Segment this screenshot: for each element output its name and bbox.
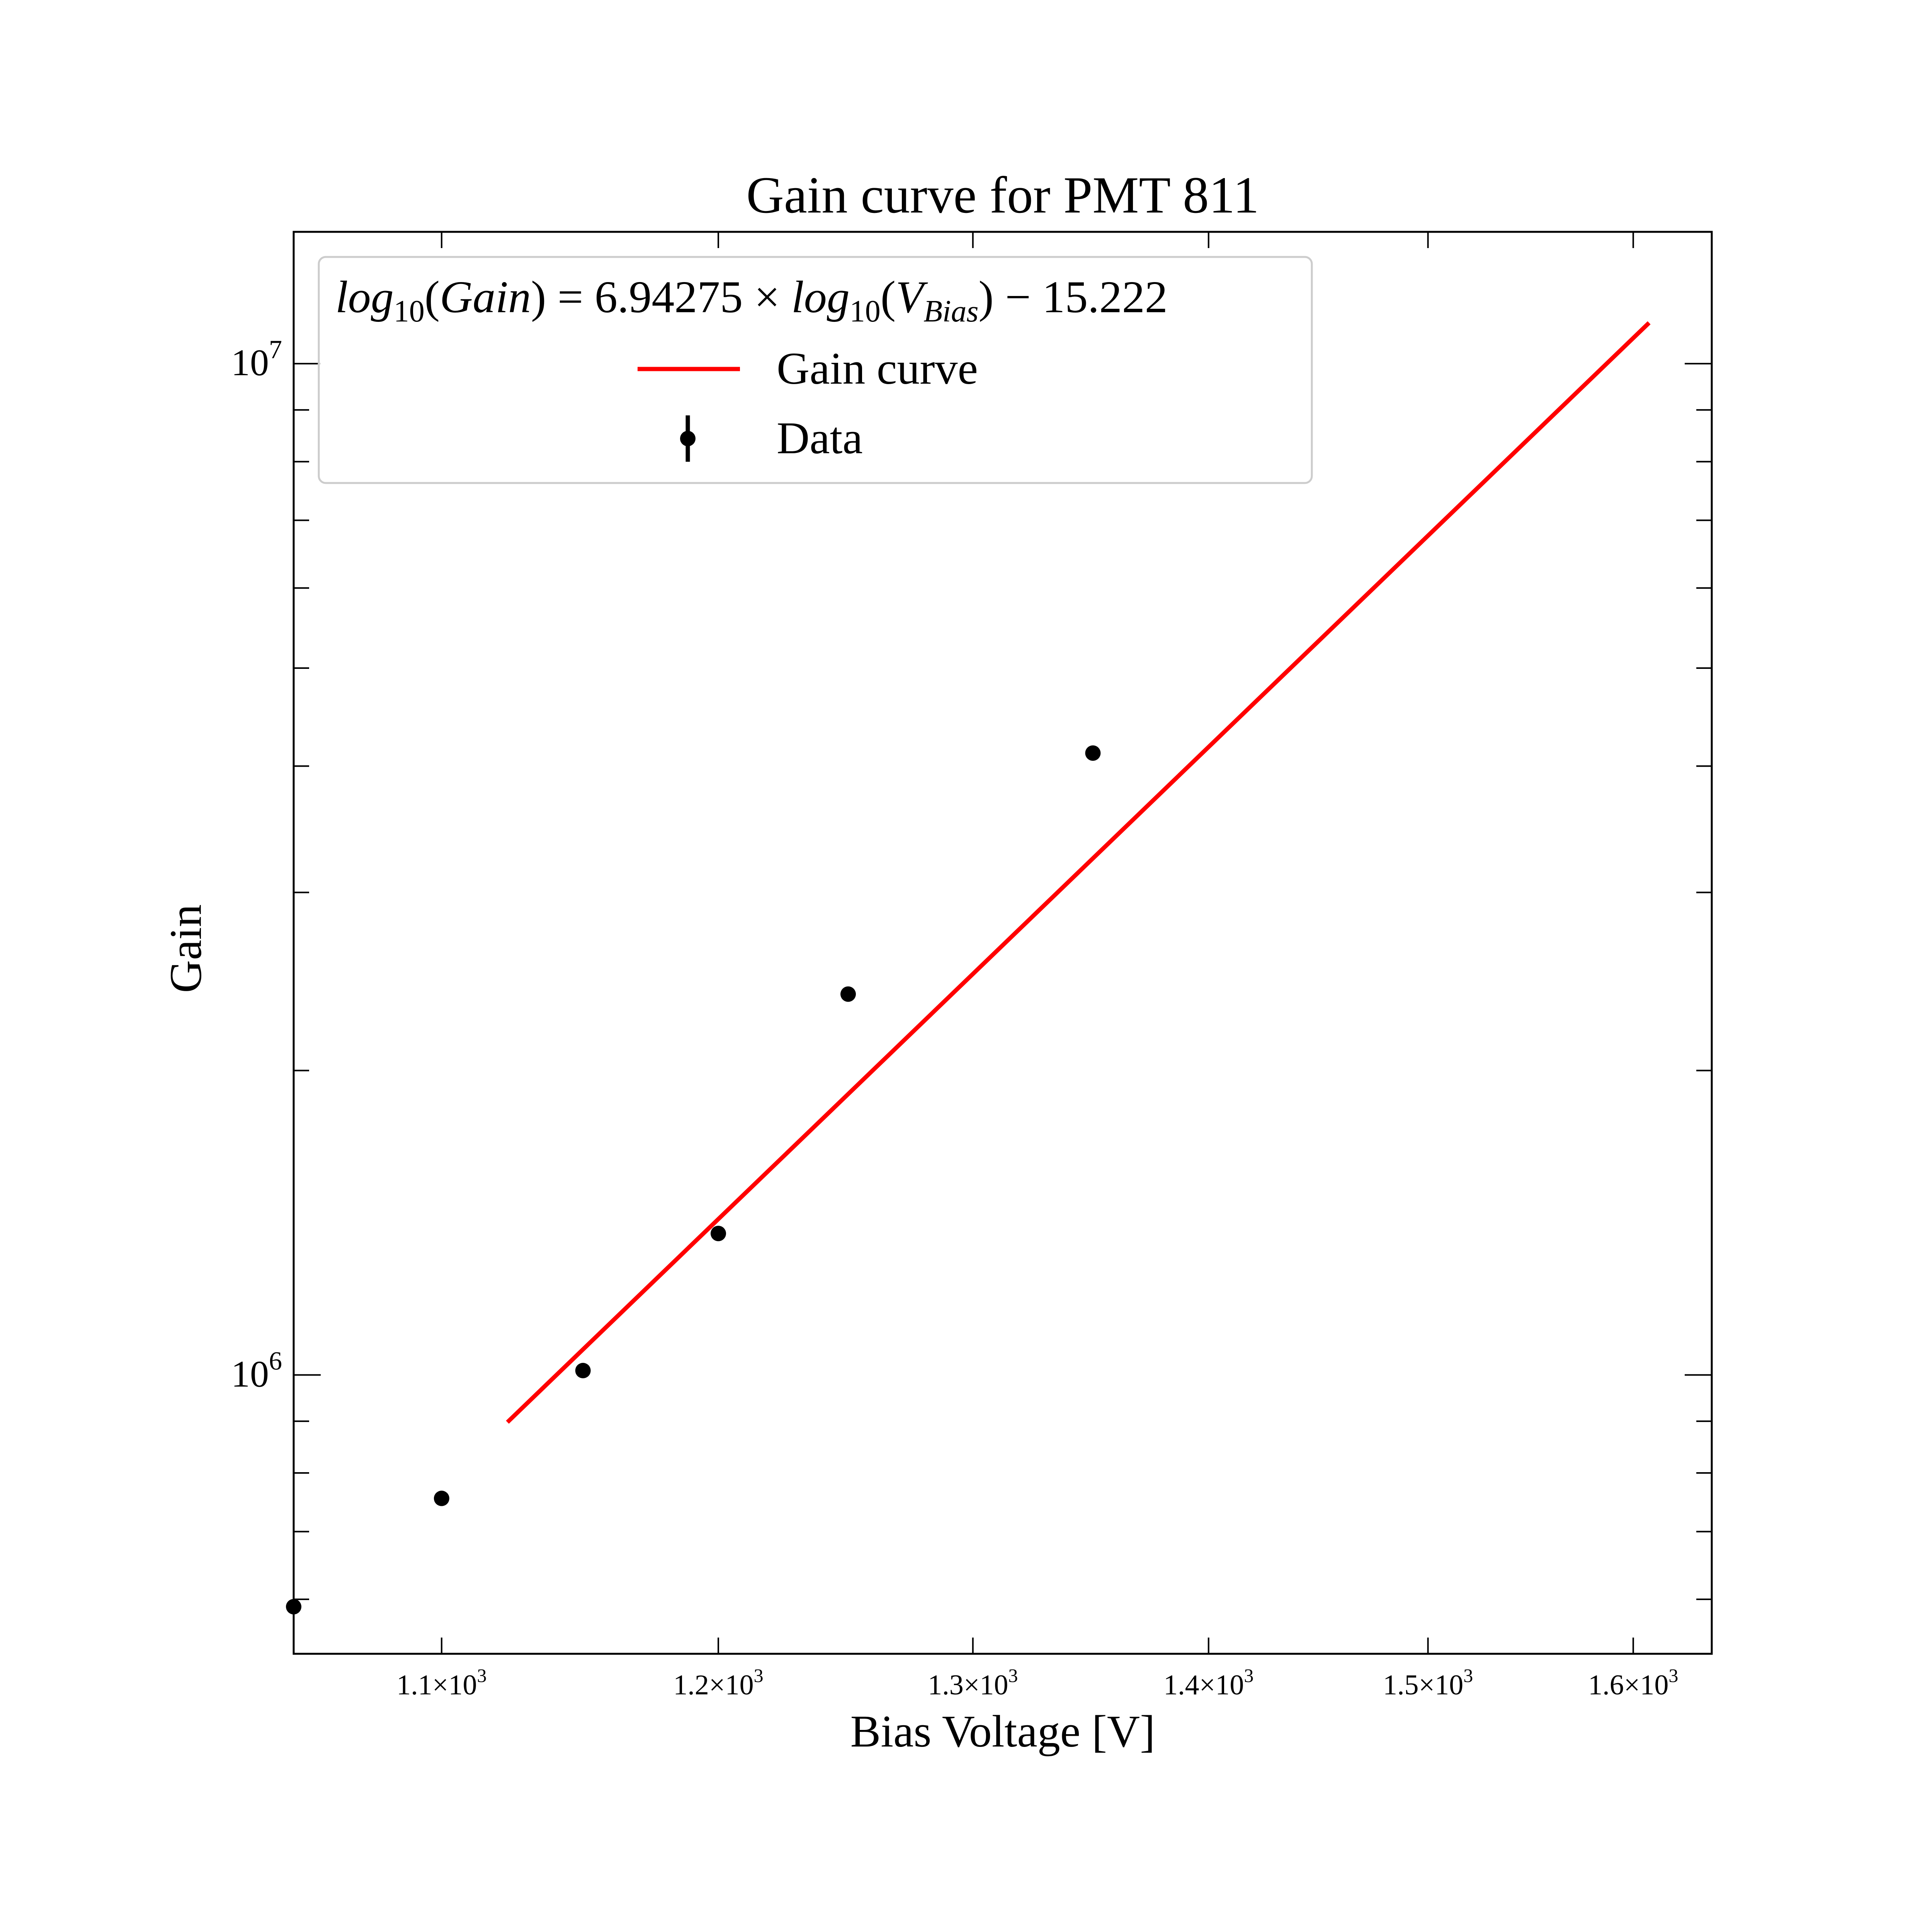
x-tick-label: 1.3×103 xyxy=(928,1665,1018,1701)
x-tick-label: 1.4×103 xyxy=(1163,1665,1253,1701)
data-point xyxy=(434,1490,449,1506)
data-point xyxy=(1085,745,1101,761)
legend-box xyxy=(318,256,1313,484)
y-tick-label: 107 xyxy=(231,335,282,384)
y-axis-label: Gain xyxy=(160,904,211,993)
gain-curve-line xyxy=(506,321,1651,1424)
legend: log10(Gain) = 6.94275 × log10(VBias) − 1… xyxy=(318,256,1313,484)
data-point xyxy=(286,1599,301,1615)
plot-frame xyxy=(293,231,1713,1655)
y-tick-label: 106 xyxy=(231,1346,282,1395)
legend-equation: log10(Gain) = 6.94275 × log10(VBias) − 1… xyxy=(335,272,1168,328)
data-point xyxy=(575,1363,591,1379)
data-series xyxy=(286,321,1651,1615)
legend-label: Data xyxy=(777,413,863,463)
data-point xyxy=(711,1226,726,1242)
plot-area xyxy=(293,231,1713,1655)
x-tick-label: 1.6×103 xyxy=(1588,1665,1678,1701)
axis-ticks: 1.1×103 1.2×103 1.3×103 1.4×103 1.5×103 1.6×1… xyxy=(231,232,1712,1701)
legend-label: Gain curve xyxy=(777,343,978,394)
x-axis-label: Bias Voltage [V] xyxy=(850,1706,1155,1757)
data-point xyxy=(840,986,856,1002)
x-tick-label: 1.1×103 xyxy=(396,1665,486,1701)
x-tick-label: 1.5×103 xyxy=(1383,1665,1473,1701)
x-tick-label: 1.2×103 xyxy=(673,1665,763,1701)
legend-point-swatch xyxy=(680,431,696,446)
chart-title: Gain curve for PMT 811 xyxy=(746,167,1259,224)
